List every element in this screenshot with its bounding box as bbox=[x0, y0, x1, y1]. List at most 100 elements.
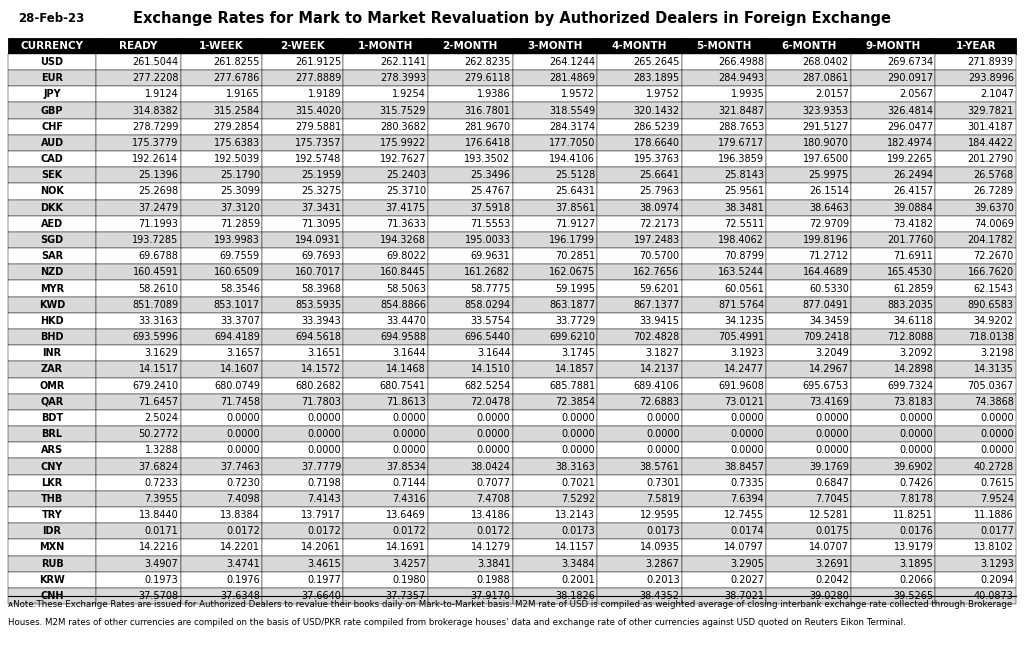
Text: 0.0000: 0.0000 bbox=[646, 429, 680, 439]
Bar bbox=[597, 313, 682, 329]
Bar bbox=[262, 200, 343, 215]
Text: 694.4189: 694.4189 bbox=[214, 332, 260, 342]
Bar bbox=[428, 232, 513, 248]
Text: 160.7017: 160.7017 bbox=[295, 268, 341, 277]
Text: 38.7021: 38.7021 bbox=[724, 591, 764, 601]
Text: 316.7801: 316.7801 bbox=[465, 105, 511, 116]
Bar bbox=[428, 329, 513, 345]
Text: MXN: MXN bbox=[40, 542, 65, 553]
Bar bbox=[851, 297, 936, 313]
Bar bbox=[262, 248, 343, 264]
Text: 37.4175: 37.4175 bbox=[386, 202, 426, 213]
Bar bbox=[597, 248, 682, 264]
Text: CNH: CNH bbox=[40, 591, 63, 601]
Bar bbox=[96, 378, 180, 394]
Bar bbox=[766, 410, 851, 426]
Text: 196.1799: 196.1799 bbox=[549, 235, 595, 245]
Text: 3.1895: 3.1895 bbox=[900, 559, 934, 569]
Bar bbox=[682, 200, 766, 215]
Bar bbox=[682, 345, 766, 361]
Bar bbox=[343, 184, 428, 200]
Text: 685.7881: 685.7881 bbox=[549, 381, 595, 391]
Text: 1.9935: 1.9935 bbox=[730, 89, 764, 100]
Bar bbox=[597, 135, 682, 151]
Text: 25.4767: 25.4767 bbox=[470, 186, 511, 197]
Bar bbox=[96, 70, 180, 87]
Text: 0.0173: 0.0173 bbox=[646, 526, 680, 536]
Text: 25.9975: 25.9975 bbox=[809, 171, 849, 180]
Bar bbox=[8, 442, 96, 458]
Text: 694.5618: 694.5618 bbox=[295, 332, 341, 342]
Text: 7.5819: 7.5819 bbox=[646, 494, 680, 504]
Bar bbox=[766, 248, 851, 264]
Text: 1-WEEK: 1-WEEK bbox=[199, 41, 244, 51]
Text: 13.2143: 13.2143 bbox=[555, 510, 595, 520]
Bar bbox=[682, 540, 766, 555]
Text: 14.2967: 14.2967 bbox=[809, 365, 849, 374]
Bar bbox=[766, 135, 851, 151]
Text: 69.9631: 69.9631 bbox=[471, 251, 511, 261]
Bar bbox=[262, 313, 343, 329]
Text: 73.0121: 73.0121 bbox=[724, 397, 764, 407]
Text: 193.3502: 193.3502 bbox=[464, 154, 511, 164]
Text: 290.0917: 290.0917 bbox=[888, 73, 934, 83]
Bar bbox=[851, 54, 936, 70]
Text: 853.5935: 853.5935 bbox=[295, 299, 341, 310]
Bar bbox=[96, 297, 180, 313]
Bar bbox=[936, 345, 1016, 361]
Bar bbox=[428, 70, 513, 87]
Bar bbox=[180, 555, 262, 572]
Bar bbox=[96, 281, 180, 297]
Text: 277.8889: 277.8889 bbox=[295, 73, 341, 83]
Bar bbox=[8, 184, 96, 200]
Text: 25.1959: 25.1959 bbox=[301, 171, 341, 180]
Text: 9-MONTH: 9-MONTH bbox=[865, 41, 921, 51]
Bar bbox=[597, 54, 682, 70]
Bar bbox=[262, 523, 343, 540]
Bar bbox=[513, 184, 597, 200]
Text: 705.4991: 705.4991 bbox=[718, 332, 764, 342]
Text: 278.7299: 278.7299 bbox=[132, 122, 178, 132]
Text: 0.1973: 0.1973 bbox=[144, 575, 178, 585]
Text: 175.7357: 175.7357 bbox=[295, 138, 341, 148]
Text: 2.0157: 2.0157 bbox=[815, 89, 849, 100]
Bar bbox=[597, 38, 682, 54]
Bar bbox=[262, 458, 343, 475]
Text: 58.7775: 58.7775 bbox=[470, 284, 511, 294]
Text: 39.6902: 39.6902 bbox=[894, 462, 934, 471]
Text: 38.8457: 38.8457 bbox=[724, 462, 764, 471]
Bar bbox=[428, 378, 513, 394]
Text: 266.4988: 266.4988 bbox=[718, 57, 764, 67]
Bar bbox=[180, 232, 262, 248]
Text: 680.2682: 680.2682 bbox=[295, 381, 341, 391]
Bar bbox=[513, 410, 597, 426]
Bar bbox=[936, 410, 1016, 426]
Text: 192.5039: 192.5039 bbox=[214, 154, 260, 164]
Bar bbox=[936, 102, 1016, 118]
Bar bbox=[597, 555, 682, 572]
Bar bbox=[513, 102, 597, 118]
Text: 283.1895: 283.1895 bbox=[634, 73, 680, 83]
Text: 61.2859: 61.2859 bbox=[894, 284, 934, 294]
Bar bbox=[262, 184, 343, 200]
Text: 73.4169: 73.4169 bbox=[809, 397, 849, 407]
Text: 163.5244: 163.5244 bbox=[718, 268, 764, 277]
Text: 25.6431: 25.6431 bbox=[555, 186, 595, 197]
Text: 60.5330: 60.5330 bbox=[809, 284, 849, 294]
Text: CHF: CHF bbox=[41, 122, 63, 132]
Bar bbox=[513, 540, 597, 555]
Bar bbox=[766, 54, 851, 70]
Bar bbox=[766, 475, 851, 491]
Bar bbox=[597, 215, 682, 232]
Bar bbox=[343, 167, 428, 184]
Text: 261.5044: 261.5044 bbox=[132, 57, 178, 67]
Bar bbox=[936, 394, 1016, 410]
Bar bbox=[513, 248, 597, 264]
Text: 39.6370: 39.6370 bbox=[974, 202, 1014, 213]
Text: 33.3163: 33.3163 bbox=[139, 316, 178, 326]
Bar bbox=[262, 442, 343, 458]
Text: 58.5063: 58.5063 bbox=[386, 284, 426, 294]
Text: 37.7357: 37.7357 bbox=[386, 591, 426, 601]
Text: 175.3779: 175.3779 bbox=[132, 138, 178, 148]
Bar bbox=[597, 588, 682, 604]
